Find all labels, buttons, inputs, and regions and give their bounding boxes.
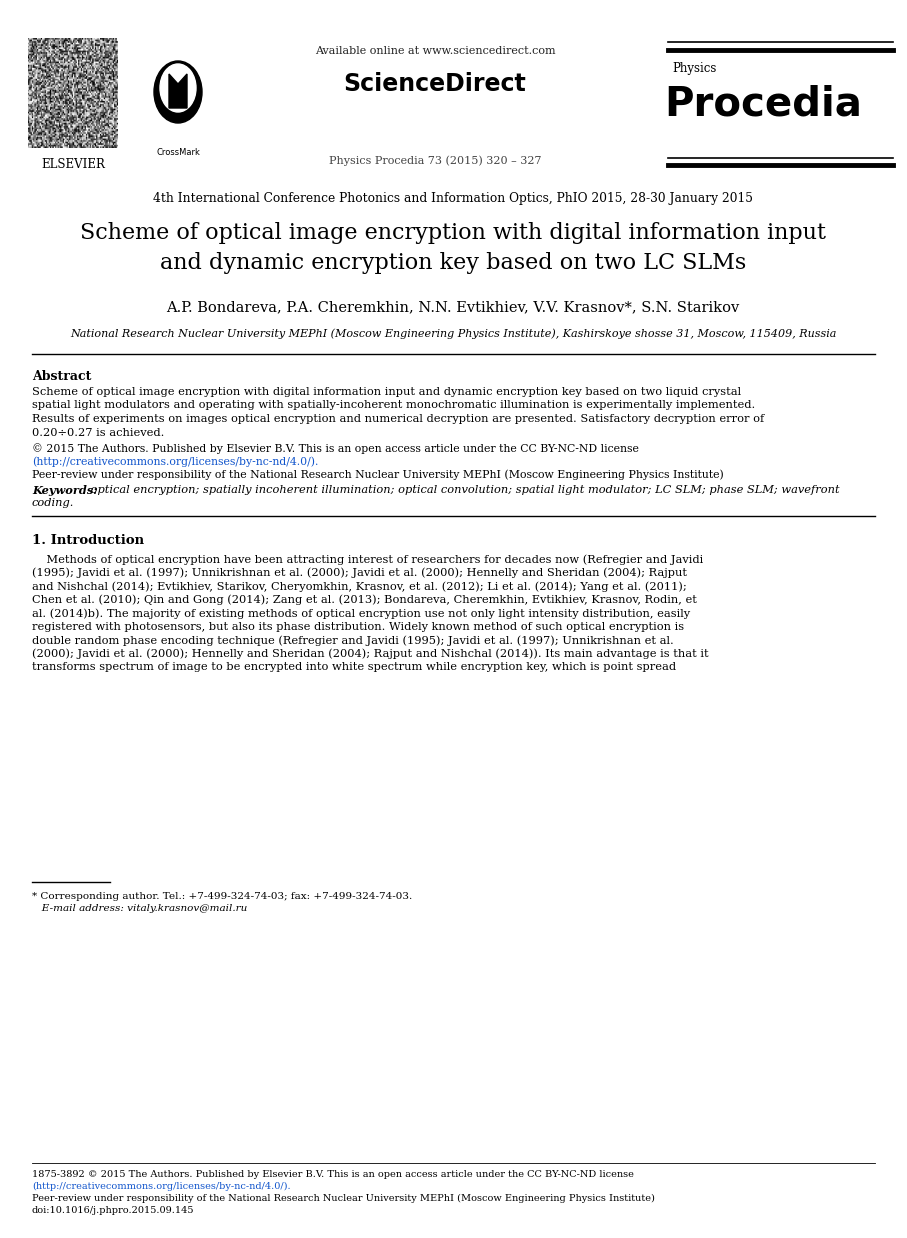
Ellipse shape	[154, 61, 202, 123]
Text: * Corresponding author. Tel.: +7-499-324-74-03; fax: +7-499-324-74-03.: * Corresponding author. Tel.: +7-499-324…	[32, 893, 413, 901]
Text: double random phase encoding technique (Refregier and Javidi (1995); Javidi et a: double random phase encoding technique (…	[32, 635, 674, 645]
Text: Procedia: Procedia	[664, 85, 862, 125]
Text: 4th International Conference Photonics and Information Optics, PhIO 2015, 28-30 : 4th International Conference Photonics a…	[153, 192, 753, 206]
Ellipse shape	[160, 64, 196, 111]
Text: Physics Procedia 73 (2015) 320 – 327: Physics Procedia 73 (2015) 320 – 327	[328, 155, 541, 166]
Polygon shape	[169, 74, 187, 108]
Text: optical encryption; spatially incoherent illumination; optical convolution; spat: optical encryption; spatially incoherent…	[87, 485, 840, 495]
Text: Scheme of optical image encryption with digital information input: Scheme of optical image encryption with …	[80, 222, 826, 244]
Text: Abstract: Abstract	[32, 370, 92, 383]
Text: al. (2014)b). The majority of existing methods of optical encryption use not onl: al. (2014)b). The majority of existing m…	[32, 608, 690, 619]
Text: A.P. Bondareva, P.A. Cheremkhin, N.N. Evtikhiev, V.V. Krasnov*, S.N. Starikov: A.P. Bondareva, P.A. Cheremkhin, N.N. Ev…	[166, 300, 739, 314]
Text: and Nishchal (2014); Evtikhiev, Starikov, Cheryomkhin, Krasnov, et al. (2012); L: and Nishchal (2014); Evtikhiev, Starikov…	[32, 581, 687, 592]
Text: 1875-3892 © 2015 The Authors. Published by Elsevier B.V. This is an open access : 1875-3892 © 2015 The Authors. Published …	[32, 1170, 634, 1179]
Text: CrossMark: CrossMark	[156, 149, 200, 157]
Text: © 2015 The Authors. Published by Elsevier B.V. This is an open access article un: © 2015 The Authors. Published by Elsevie…	[32, 443, 639, 454]
Text: ScienceDirect: ScienceDirect	[344, 72, 526, 97]
Text: Scheme of optical image encryption with digital information input and dynamic en: Scheme of optical image encryption with …	[32, 387, 741, 397]
Text: (http://creativecommons.org/licenses/by-nc-nd/4.0/).: (http://creativecommons.org/licenses/by-…	[32, 1182, 290, 1191]
Text: Methods of optical encryption have been attracting interest of researchers for d: Methods of optical encryption have been …	[32, 553, 703, 565]
Text: spatial light modulators and operating with spatially-incoherent monochromatic i: spatial light modulators and operating w…	[32, 401, 756, 411]
Text: Chen et al. (2010); Qin and Gong (2014); Zang et al. (2013); Bondareva, Cheremkh: Chen et al. (2010); Qin and Gong (2014);…	[32, 594, 697, 605]
Text: (http://creativecommons.org/licenses/by-nc-nd/4.0/).: (http://creativecommons.org/licenses/by-…	[32, 456, 318, 467]
Text: Physics: Physics	[672, 62, 717, 76]
Text: Results of experiments on images optical encryption and numerical decryption are: Results of experiments on images optical…	[32, 413, 765, 423]
Text: (1995); Javidi et al. (1997); Unnikrishnan et al. (2000); Javidi et al. (2000); : (1995); Javidi et al. (1997); Unnikrishn…	[32, 567, 687, 578]
Text: (2000); Javidi et al. (2000); Hennelly and Sheridan (2004); Rajput and Nishchal : (2000); Javidi et al. (2000); Hennelly a…	[32, 649, 708, 659]
Text: coding.: coding.	[32, 498, 74, 508]
Text: Available online at www.sciencedirect.com: Available online at www.sciencedirect.co…	[315, 46, 555, 56]
Text: doi:10.1016/j.phpro.2015.09.145: doi:10.1016/j.phpro.2015.09.145	[32, 1206, 194, 1214]
Text: 0.20÷0.27 is achieved.: 0.20÷0.27 is achieved.	[32, 427, 164, 437]
Text: Peer-review under responsibility of the National Research Nuclear University MEP: Peer-review under responsibility of the …	[32, 469, 724, 479]
Text: transforms spectrum of image to be encrypted into white spectrum while encryptio: transforms spectrum of image to be encry…	[32, 662, 676, 672]
Text: 1. Introduction: 1. Introduction	[32, 534, 144, 547]
Text: and dynamic encryption key based on two LC SLMs: and dynamic encryption key based on two …	[160, 253, 746, 274]
Text: E-mail address: vitaly.krasnov@mail.ru: E-mail address: vitaly.krasnov@mail.ru	[32, 904, 248, 912]
Text: Keywords:: Keywords:	[32, 485, 97, 496]
Text: ELSEVIER: ELSEVIER	[41, 158, 105, 171]
Text: Peer-review under responsibility of the National Research Nuclear University MEP: Peer-review under responsibility of the …	[32, 1193, 655, 1203]
Text: registered with photosensors, but also its phase distribution. Widely known meth: registered with photosensors, but also i…	[32, 621, 684, 631]
Text: National Research Nuclear University MEPhI (Moscow Engineering Physics Institute: National Research Nuclear University MEP…	[70, 328, 836, 338]
